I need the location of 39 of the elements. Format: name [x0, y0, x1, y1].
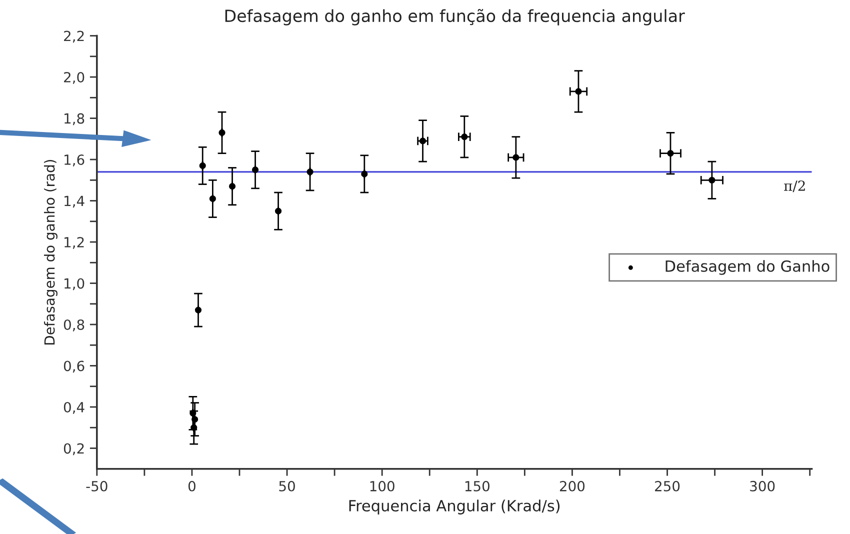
y-tick-label: 0,8 — [64, 319, 84, 332]
x-tick-label: -50 — [86, 480, 108, 492]
point — [461, 134, 468, 140]
x-tick-label: 300 — [750, 480, 775, 492]
y-tick-label: 1,2 — [64, 236, 84, 249]
point — [575, 88, 582, 95]
y-tick-label: 2,2 — [64, 30, 84, 43]
x-tick-label: 50 — [279, 480, 295, 492]
point — [218, 129, 226, 136]
ref-line-label: π/2 — [784, 180, 805, 192]
point — [667, 150, 674, 157]
x-axis-title: Frequencia Angular (Krad/s) — [349, 500, 560, 514]
point — [512, 154, 520, 161]
y-tick-label: 2,0 — [64, 72, 84, 84]
point — [194, 306, 202, 314]
point — [209, 195, 216, 202]
y-tick-label: 1,8 — [64, 113, 84, 126]
x-tick-label: 100 — [370, 480, 394, 492]
point — [252, 166, 259, 174]
x-tick-label: 200 — [560, 480, 585, 492]
chart-title: Defasagem do ganho em função da frequencia angular — [225, 8, 685, 26]
point — [228, 183, 236, 190]
legend-label: Defasagem do Ganho — [666, 260, 830, 275]
x-tick-label: 250 — [655, 480, 680, 492]
y-tick-label: 1,6 — [64, 154, 84, 166]
point — [192, 416, 198, 423]
point — [274, 208, 282, 214]
x-tick-label: 150 — [465, 480, 490, 492]
y-axis-title: Defasagem do ganho (rad) — [44, 160, 58, 345]
point — [199, 162, 206, 169]
point — [361, 170, 368, 178]
y-tick-label: 1,0 — [64, 278, 84, 290]
y-tick-label: 0,4 — [64, 402, 84, 414]
y-tick-label: 0,6 — [64, 360, 84, 373]
point — [708, 176, 716, 184]
x-tick-label: 0 — [188, 480, 196, 492]
point — [306, 168, 314, 176]
y-tick-label: 0,2 — [64, 443, 84, 456]
y-tick-label: 1,4 — [64, 196, 84, 208]
